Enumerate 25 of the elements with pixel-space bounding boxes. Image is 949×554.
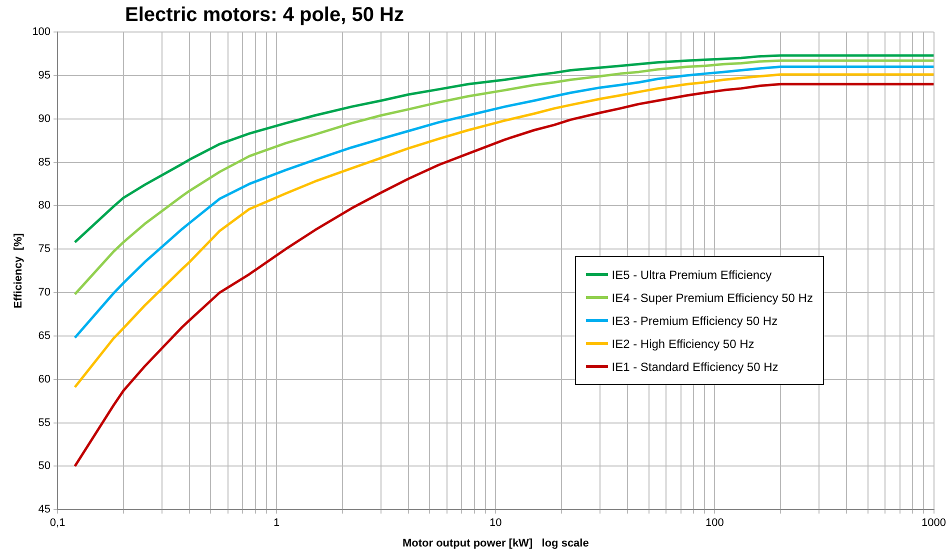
y-tick-label: 55 xyxy=(38,416,51,429)
x-tick-label: 0,1 xyxy=(50,517,66,530)
y-tick-label: 45 xyxy=(38,504,51,516)
y-tick-label: 100 xyxy=(32,26,51,38)
y-tick-label: 70 xyxy=(38,286,51,299)
y-tick-label: 95 xyxy=(38,69,51,82)
legend-label: IE1 - Standard Efficiency 50 Hz xyxy=(612,360,778,374)
x-axis-title: Motor output power [kW] log scale xyxy=(402,537,589,550)
legend-label: IE4 - Super Premium Efficiency 50 Hz xyxy=(612,290,813,305)
x-tick-label: 1000 xyxy=(922,517,946,530)
legend-label: IE5 - Ultra Premium Efficiency xyxy=(612,268,772,282)
y-tick-label: 85 xyxy=(38,156,51,168)
legend-label: IE3 - Premium Efficiency 50 Hz xyxy=(612,314,778,328)
x-tick-label: 100 xyxy=(706,517,724,530)
legend-label: IE2 - High Efficiency 50 Hz xyxy=(612,336,754,351)
y-tick-label: 65 xyxy=(38,330,51,342)
y-tick-label: 50 xyxy=(38,460,51,472)
chart-title: Electric motors: 4 pole, 50 Hz xyxy=(125,4,404,27)
y-tick-label: 75 xyxy=(38,243,51,256)
y-tick-label: 60 xyxy=(38,373,51,386)
y-tick-label: 90 xyxy=(38,112,51,125)
x-tick-label: 1 xyxy=(274,517,280,530)
y-tick-label: 80 xyxy=(38,200,51,212)
y-axis-title: Efficiency [%] xyxy=(12,232,25,308)
x-tick-label: 10 xyxy=(490,517,502,530)
